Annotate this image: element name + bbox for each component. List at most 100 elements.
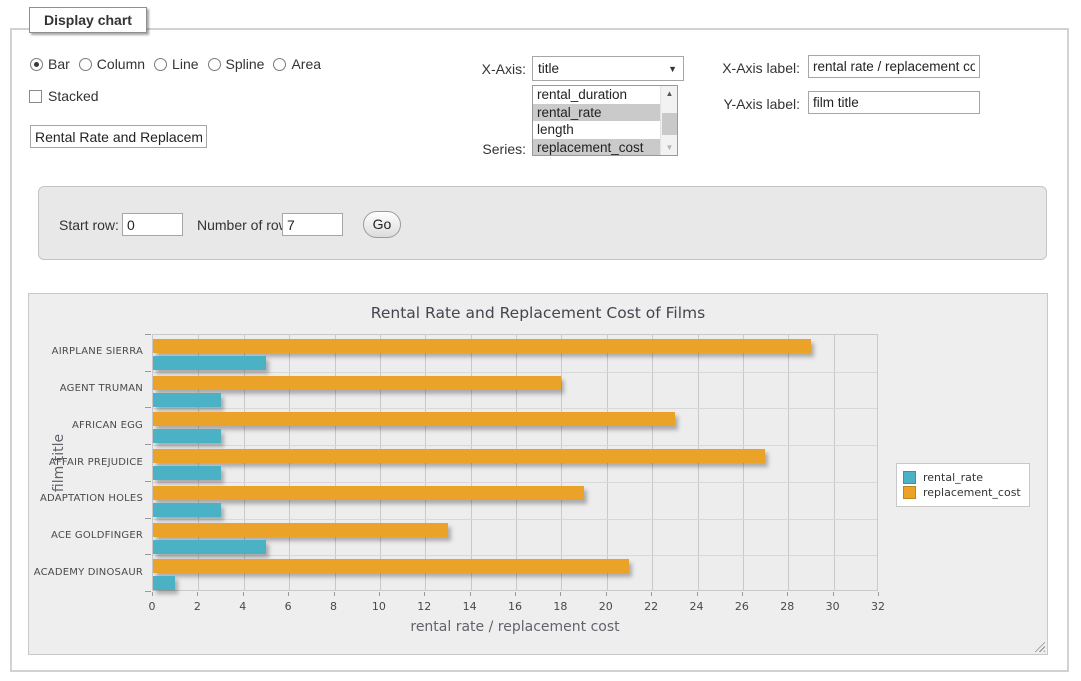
bar <box>153 540 266 554</box>
radio-area-label: Area <box>291 56 321 72</box>
x-tick-label: 24 <box>682 600 712 613</box>
x-axis-label-label: X-Axis label: <box>700 60 800 76</box>
x-tick-label: 0 <box>137 600 167 613</box>
stacked-checkbox[interactable] <box>29 90 42 103</box>
x-axis-select-label: X-Axis: <box>430 61 526 77</box>
y-tick-mark <box>145 407 151 408</box>
category-label: AIRPLANE SIERRA <box>29 346 143 357</box>
bar <box>153 393 221 407</box>
x-tick-label: 14 <box>455 600 485 613</box>
scroll-down-icon[interactable]: ▼ <box>661 140 678 155</box>
radio-column[interactable]: Column <box>79 56 145 72</box>
x-tick-mark <box>742 592 743 596</box>
series-scrollbar[interactable]: ▲ ▼ <box>660 86 677 155</box>
x-tick-mark <box>787 592 788 596</box>
radio-area[interactable]: Area <box>273 56 321 72</box>
series-list-label: Series: <box>430 141 526 157</box>
x-axis-select[interactable]: title ▼ <box>532 56 684 81</box>
x-tick-mark <box>470 592 471 596</box>
series-option-replacement-cost[interactable]: replacement_cost <box>533 139 660 157</box>
bar <box>153 486 584 500</box>
x-tick-mark <box>833 592 834 596</box>
bar <box>153 576 175 590</box>
y-tick-mark <box>145 554 151 555</box>
radio-bar-label: Bar <box>48 56 70 72</box>
x-tick-label: 30 <box>818 600 848 613</box>
x-axis-label-input[interactable] <box>808 55 980 78</box>
x-tick-mark <box>606 592 607 596</box>
series-option-length[interactable]: length <box>533 121 660 139</box>
x-axis-select-value: title <box>538 61 559 76</box>
x-tick-label: 26 <box>727 600 757 613</box>
radio-bar[interactable]: Bar <box>30 56 70 72</box>
bar <box>153 339 811 353</box>
gridline <box>153 482 877 483</box>
chart-container: Rental Rate and Replacement Cost of Film… <box>28 293 1048 655</box>
x-tick-mark <box>878 592 879 596</box>
bar <box>153 356 266 370</box>
y-tick-mark <box>145 518 151 519</box>
gridline <box>788 335 789 590</box>
series-listbox[interactable]: rental_duration rental_rate length repla… <box>532 85 678 156</box>
bar <box>153 412 675 426</box>
category-label: ACADEMY DINOSAUR <box>29 567 143 578</box>
chart-legend: rental_ratereplacement_cost <box>896 463 1030 507</box>
y-tick-mark <box>145 444 151 445</box>
stacked-label: Stacked <box>48 88 99 104</box>
series-options: rental_duration rental_rate length repla… <box>533 86 660 155</box>
y-axis-title: film title <box>51 433 67 491</box>
x-tick-mark <box>651 592 652 596</box>
legend-swatch-icon <box>903 486 916 499</box>
category-label: AFRICAN EGG <box>29 420 143 431</box>
chart-title-input[interactable] <box>30 125 207 148</box>
number-of-rows-input[interactable] <box>282 213 343 236</box>
y-tick-mark <box>145 334 151 335</box>
legend-label: replacement_cost <box>916 486 1021 499</box>
radio-line-icon[interactable] <box>154 58 167 71</box>
x-tick-label: 6 <box>273 600 303 613</box>
radio-spline[interactable]: Spline <box>208 56 265 72</box>
x-tick-label: 22 <box>636 600 666 613</box>
series-option-rental-duration[interactable]: rental_duration <box>533 86 660 104</box>
scroll-up-icon[interactable]: ▲ <box>661 86 678 101</box>
gridline <box>153 555 877 556</box>
start-row-input[interactable] <box>122 213 183 236</box>
series-option-rental-rate[interactable]: rental_rate <box>533 104 660 122</box>
chart-type-radio-group: Bar Column Line Spline Area <box>30 56 321 72</box>
stacked-checkbox-row: Stacked <box>29 88 99 104</box>
y-tick-mark <box>145 371 151 372</box>
x-tick-label: 16 <box>500 600 530 613</box>
radio-line[interactable]: Line <box>154 56 198 72</box>
radio-bar-icon[interactable] <box>30 58 43 71</box>
resize-handle-icon[interactable] <box>1032 639 1045 652</box>
radio-line-label: Line <box>172 56 198 72</box>
plot-area <box>152 334 878 591</box>
bar <box>153 466 221 480</box>
radio-spline-icon[interactable] <box>208 58 221 71</box>
y-tick-mark <box>145 481 151 482</box>
radio-area-icon[interactable] <box>273 58 286 71</box>
radio-column-icon[interactable] <box>79 58 92 71</box>
x-tick-mark <box>424 592 425 596</box>
x-tick-label: 32 <box>863 600 893 613</box>
gridline <box>153 372 877 373</box>
bar <box>153 376 561 390</box>
bar <box>153 429 221 443</box>
x-tick-label: 20 <box>591 600 621 613</box>
gridline <box>834 335 835 590</box>
y-axis-label-label: Y-Axis label: <box>700 96 800 112</box>
radio-column-label: Column <box>97 56 145 72</box>
category-label: AFFAIR PREJUDICE <box>29 457 143 468</box>
bar <box>153 449 765 463</box>
gridline <box>153 519 877 520</box>
scrollbar-thumb[interactable] <box>662 113 677 135</box>
page: Display chart Bar Column Line Spline Are… <box>0 0 1081 681</box>
x-tick-label: 28 <box>772 600 802 613</box>
y-axis-label-input[interactable] <box>808 91 980 114</box>
go-button[interactable]: Go <box>363 211 401 238</box>
x-tick-mark <box>515 592 516 596</box>
bar <box>153 523 448 537</box>
x-tick-mark <box>197 592 198 596</box>
x-tick-mark <box>243 592 244 596</box>
chart-title: Rental Rate and Replacement Cost of Film… <box>29 304 1047 322</box>
